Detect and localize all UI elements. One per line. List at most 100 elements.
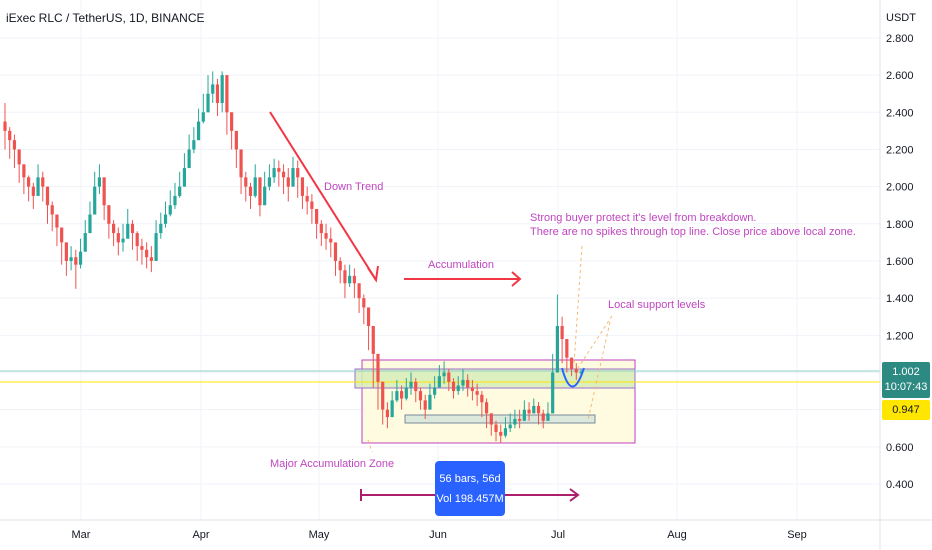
candle[interactable] [149,246,153,273]
candle[interactable] [159,212,163,239]
candle[interactable] [541,409,545,429]
candle[interactable] [480,391,484,418]
candle[interactable] [399,385,404,410]
candle[interactable] [484,398,489,429]
candle[interactable] [8,127,12,159]
candle[interactable] [168,190,172,217]
candle[interactable] [357,283,361,314]
candle[interactable] [532,398,536,414]
candle[interactable] [154,220,158,261]
upper-accumulation-band[interactable] [354,368,636,389]
candle[interactable] [560,316,564,364]
candle[interactable] [64,242,68,276]
candle[interactable] [503,417,508,438]
candle[interactable] [97,164,102,195]
candle[interactable] [244,171,248,202]
candle[interactable] [272,158,276,183]
candle[interactable] [536,402,541,425]
candle[interactable] [442,361,446,384]
candle[interactable] [494,420,498,442]
candle[interactable] [437,365,441,388]
candle[interactable] [475,383,479,406]
candle[interactable] [551,353,555,414]
candle[interactable] [371,326,375,388]
candle[interactable] [333,242,338,276]
candle[interactable] [565,339,569,373]
candle[interactable] [409,372,413,395]
candle[interactable] [451,378,456,399]
candle[interactable] [239,149,243,195]
candle[interactable] [126,208,130,239]
candle[interactable] [50,201,54,232]
candle[interactable] [348,264,352,287]
candle[interactable] [140,238,144,265]
candle[interactable] [145,242,149,269]
candle[interactable] [60,227,64,265]
candle[interactable] [178,171,182,198]
candle[interactable] [546,402,550,421]
candle[interactable] [281,164,286,195]
candle[interactable] [187,134,191,169]
candle[interactable] [196,108,201,141]
down-trend-arrow[interactable] [269,111,377,281]
candle[interactable] [253,164,257,198]
range-measure-info[interactable]: 56 bars, 56d Vol 198.457M [435,461,505,516]
candle[interactable] [428,383,432,410]
candle[interactable] [211,71,215,104]
candle[interactable] [220,71,224,113]
candle[interactable] [300,177,305,209]
candle[interactable] [55,214,59,247]
candle[interactable] [45,186,50,224]
candle[interactable] [319,220,323,247]
candle[interactable] [36,164,40,196]
candle[interactable] [215,78,220,117]
price-axis[interactable]: 0.4000.6000.8001.0001.2001.4001.6001.800… [886,33,914,491]
candle[interactable] [338,257,342,284]
candle[interactable] [343,264,347,299]
candle[interactable] [296,160,300,198]
candle[interactable] [352,268,356,299]
candle[interactable] [499,424,503,444]
candle[interactable] [385,402,390,429]
candle[interactable] [310,194,314,224]
candle[interactable] [324,223,328,250]
candle[interactable] [116,227,120,256]
candle[interactable] [74,249,78,289]
candle[interactable] [418,387,423,410]
candle[interactable] [192,127,196,154]
candle[interactable] [130,220,135,250]
candle[interactable] [31,182,35,209]
candle[interactable] [286,168,290,202]
candle[interactable] [3,103,7,150]
local-support-band[interactable] [404,414,596,424]
support-curve[interactable] [561,367,585,388]
candle[interactable] [395,379,399,403]
time-axis[interactable]: Mar Apr May Jun Jul Aug Sep [72,529,807,541]
candle[interactable] [83,220,87,252]
candle[interactable] [201,93,205,124]
candle[interactable] [555,294,559,373]
candle[interactable] [206,75,210,113]
candle[interactable] [182,153,187,187]
candle[interactable] [234,130,238,169]
candle[interactable] [456,376,460,395]
candle[interactable] [248,182,253,209]
candle[interactable] [277,160,281,187]
candle[interactable] [522,400,526,421]
candle[interactable] [366,307,371,351]
candle[interactable] [173,182,177,209]
candle[interactable] [513,409,517,429]
candle[interactable] [527,402,531,421]
candle[interactable] [27,175,31,202]
candle[interactable] [461,368,465,392]
candle[interactable] [111,220,116,247]
candle[interactable] [225,75,229,135]
candle[interactable] [258,177,262,217]
candle[interactable] [263,171,267,206]
candle[interactable] [376,353,380,410]
candle[interactable] [569,357,574,377]
candle[interactable] [102,177,106,221]
candle[interactable] [404,378,408,401]
candle[interactable] [17,149,21,183]
